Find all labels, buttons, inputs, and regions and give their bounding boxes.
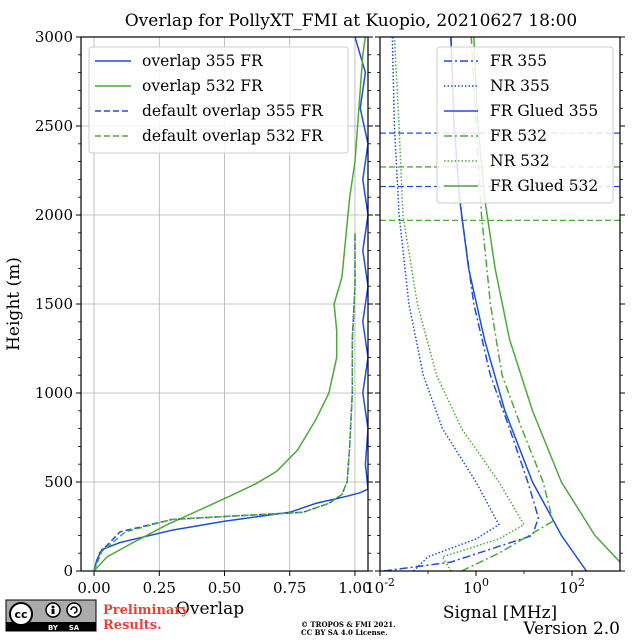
overlap-ticks: 0.00 0.25 0.50 0.75 1.00 0 500 1000 1500 2000 2500… xyxy=(35,28,373,597)
overlap-series xyxy=(93,37,368,571)
y-tick-label: 2000 xyxy=(35,206,73,224)
y-tick-label: 0 xyxy=(63,562,73,580)
series-line xyxy=(393,37,526,571)
x-tick-label: 1.00 xyxy=(338,579,371,597)
x-axis-label-overlap: Overlap xyxy=(176,599,244,619)
y-axis-label-height: Height (m) xyxy=(4,257,24,351)
copyright-line1: © TROPOS & FMI 2021. xyxy=(301,620,396,629)
legend-label: FR Glued 532 xyxy=(490,177,598,195)
cc-by-text: BY xyxy=(48,624,59,632)
series-line xyxy=(93,37,368,571)
y-tick-label: 1000 xyxy=(35,384,73,402)
share-alike-icon xyxy=(66,602,82,618)
legend-label: FR 355 xyxy=(490,52,547,70)
legend-frame xyxy=(88,46,349,154)
overlap-legend: overlap 355 FR overlap 532 FR default over… xyxy=(88,46,349,154)
x-tick-label: 0.00 xyxy=(77,579,110,597)
series-line xyxy=(93,232,356,571)
legend-label: FR 532 xyxy=(490,127,547,145)
legend-label: default overlap 532 FR xyxy=(142,127,324,145)
y-tick-label: 2500 xyxy=(35,117,73,135)
preliminary-label-line2: Results. xyxy=(103,618,162,633)
y-tick-label: 1500 xyxy=(35,295,73,313)
x-tick-label: 100 xyxy=(463,576,489,597)
legend-label: default overlap 355 FR xyxy=(142,102,324,120)
x-tick-label: 10-2 xyxy=(365,576,395,597)
signal-legend: FR 355 NR 355 FR Glued 355 FR 532 NR 532 FR G… xyxy=(436,46,614,204)
legend-label: FR Glued 355 xyxy=(490,102,598,120)
legend-label: NR 355 xyxy=(490,77,550,95)
preliminary-label-line1: Preliminary xyxy=(103,603,189,618)
x-axis-label-signal: Signal [MHz] xyxy=(443,603,557,623)
copyright-line2: CC BY SA 4.0 License. xyxy=(301,628,388,637)
cc-badge-text: cc xyxy=(14,608,27,621)
signal-ticks: 10-2 100 102 xyxy=(365,36,625,597)
cc-logo-icon xyxy=(9,602,33,626)
cc-license-badge: cc BY SA xyxy=(5,599,97,632)
y-tick-label: 500 xyxy=(44,473,73,491)
overlap-panel: 0.00 0.25 0.50 0.75 1.00 0 500 1000 1500 2000 2500… xyxy=(4,28,373,619)
chart-title: Overlap for PollyXT_FMI at Kuopio, 20210… xyxy=(125,11,578,31)
legend-label: overlap 532 FR xyxy=(142,77,264,95)
x-tick-label: 0.75 xyxy=(273,579,306,597)
version-label: Version 2.0 xyxy=(522,619,620,639)
series-line xyxy=(93,37,367,571)
series-line xyxy=(93,232,356,571)
legend-frame xyxy=(436,46,614,204)
x-tick-label: 0.50 xyxy=(208,579,241,597)
signal-panel: 10-2 100 102 Signal [MHz] FR 355 NR 355 FR G… xyxy=(365,36,625,623)
x-tick-label: 102 xyxy=(559,576,585,597)
cc-sa-text: SA xyxy=(69,624,80,632)
y-tick-label: 3000 xyxy=(35,28,73,46)
legend-label: overlap 355 FR xyxy=(142,52,264,70)
legend-label: NR 532 xyxy=(490,152,550,170)
x-tick-label: 0.25 xyxy=(143,579,176,597)
series-line xyxy=(391,37,500,571)
